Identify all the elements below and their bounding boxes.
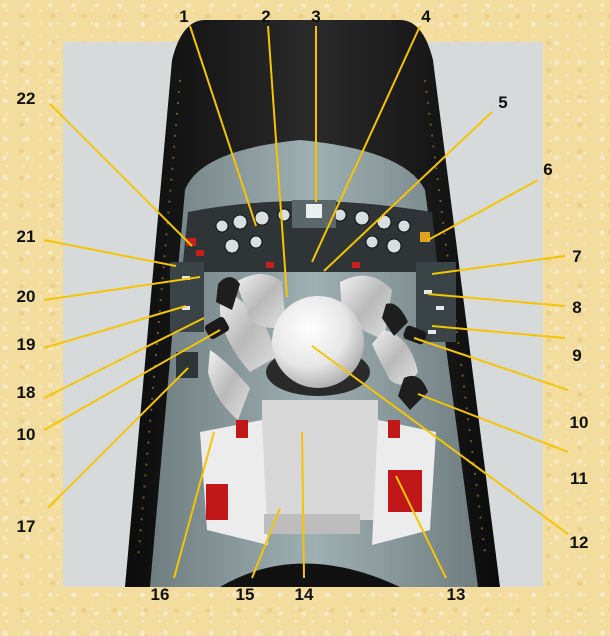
callout-10-right: 10 bbox=[570, 413, 589, 432]
callout-20: 20 bbox=[17, 287, 36, 306]
callout-19: 19 bbox=[17, 335, 36, 354]
callout-17: 17 bbox=[17, 517, 36, 536]
left-arm bbox=[220, 290, 278, 372]
callout-9: 9 bbox=[572, 346, 581, 365]
side-switches bbox=[182, 276, 444, 334]
callout-7: 7 bbox=[572, 247, 581, 266]
right-lower-glove bbox=[398, 375, 428, 410]
leader-line-10-right bbox=[413, 337, 569, 391]
lower-left-panel bbox=[176, 352, 198, 378]
leader-line-6 bbox=[427, 179, 539, 241]
leader-line-8 bbox=[427, 293, 566, 307]
leader-line-13 bbox=[395, 475, 447, 579]
right-seat-stripe bbox=[388, 420, 400, 438]
callout-2: 2 bbox=[261, 7, 270, 26]
callout-11: 11 bbox=[570, 469, 588, 488]
left-hand-controller bbox=[204, 317, 230, 339]
callout-12: 12 bbox=[570, 533, 589, 552]
leader-line-1 bbox=[189, 25, 257, 227]
leader-line-18 bbox=[43, 317, 205, 399]
right-forearm bbox=[372, 330, 418, 385]
leader-line-9 bbox=[431, 325, 566, 339]
leader-line-17 bbox=[47, 367, 189, 509]
leader-line-2 bbox=[267, 25, 288, 298]
callout-10-left: 10 bbox=[17, 425, 36, 444]
leader-line-19 bbox=[43, 305, 187, 349]
callout-8: 8 bbox=[572, 298, 581, 317]
left-seat-stripe bbox=[236, 420, 248, 438]
viewport-screen bbox=[306, 204, 322, 218]
left-seat-pad bbox=[206, 484, 228, 520]
leader-lines bbox=[43, 25, 569, 579]
callout-13: 13 bbox=[447, 585, 466, 604]
callout-5: 5 bbox=[498, 93, 507, 112]
right-glove bbox=[382, 303, 408, 336]
leader-line-10-left bbox=[43, 329, 221, 431]
leader-line-15 bbox=[251, 507, 281, 579]
leader-line-22 bbox=[49, 103, 193, 247]
callout-22: 22 bbox=[17, 89, 36, 108]
right-side-console bbox=[416, 262, 456, 342]
left-seat-wing bbox=[200, 420, 268, 545]
callout-16: 16 bbox=[151, 585, 170, 604]
callout-18: 18 bbox=[17, 383, 36, 402]
left-glove bbox=[216, 277, 240, 310]
callout-6: 6 bbox=[543, 160, 552, 179]
callout-21: 21 bbox=[17, 227, 36, 246]
leader-line-14 bbox=[301, 431, 305, 579]
helmet bbox=[272, 296, 364, 388]
seat-footrest bbox=[264, 514, 360, 534]
warning-lights bbox=[186, 232, 430, 268]
left-lower-arm bbox=[208, 350, 250, 420]
right-seat-pad bbox=[388, 470, 422, 512]
hatch-ring bbox=[220, 563, 400, 587]
leader-line-5 bbox=[323, 111, 493, 272]
callout-labels: 1 2 3 4 5 6 7 8 9 10 11 12 13 14 15 16 1… bbox=[17, 7, 589, 604]
leader-line-12 bbox=[311, 345, 569, 535]
callout-3: 3 bbox=[311, 7, 320, 26]
leader-line-7 bbox=[431, 255, 566, 275]
leader-line-4 bbox=[311, 25, 421, 263]
callout-1: 1 bbox=[179, 7, 188, 26]
callout-15: 15 bbox=[236, 585, 255, 604]
left-upper-arm bbox=[236, 274, 286, 328]
leader-line-20 bbox=[43, 276, 201, 301]
seat-base bbox=[262, 400, 378, 520]
leader-line-21 bbox=[43, 239, 177, 267]
callout-14: 14 bbox=[295, 585, 314, 604]
leader-line-11 bbox=[417, 393, 569, 453]
leader-line-16 bbox=[173, 431, 215, 579]
callout-4: 4 bbox=[421, 7, 431, 26]
